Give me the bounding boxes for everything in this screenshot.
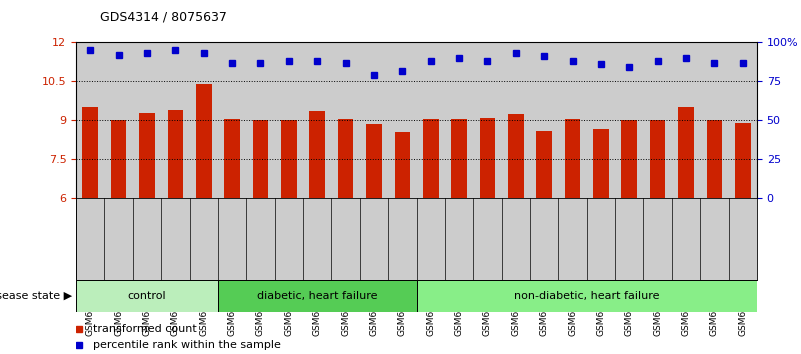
- Bar: [275, 42, 303, 198]
- Bar: [700, 42, 729, 198]
- Bar: [643, 42, 672, 198]
- Bar: [735, 123, 751, 198]
- Bar: [650, 120, 666, 198]
- Bar: [139, 113, 155, 198]
- Text: diabetic, heart failure: diabetic, heart failure: [257, 291, 377, 301]
- Bar: [246, 42, 275, 198]
- Bar: [303, 42, 332, 198]
- Bar: [111, 120, 127, 198]
- Text: non-diabetic, heart failure: non-diabetic, heart failure: [514, 291, 659, 301]
- Bar: [83, 107, 98, 198]
- Bar: [558, 42, 586, 198]
- Text: transformed count: transformed count: [93, 324, 197, 334]
- Bar: [530, 42, 558, 198]
- Bar: [593, 130, 609, 198]
- Bar: [360, 42, 388, 198]
- Bar: [423, 119, 438, 198]
- Bar: [622, 120, 637, 198]
- Bar: [196, 84, 211, 198]
- Bar: [417, 280, 757, 312]
- Bar: [473, 42, 501, 198]
- Bar: [565, 119, 581, 198]
- Bar: [224, 119, 240, 198]
- Text: GDS4314 / 8075637: GDS4314 / 8075637: [100, 11, 227, 24]
- Bar: [729, 42, 757, 198]
- Bar: [338, 119, 353, 198]
- Bar: [480, 118, 495, 198]
- Bar: [451, 119, 467, 198]
- Bar: [252, 120, 268, 198]
- Bar: [501, 42, 530, 198]
- Bar: [366, 124, 382, 198]
- Bar: [388, 42, 417, 198]
- Bar: [218, 280, 417, 312]
- Bar: [161, 42, 190, 198]
- Bar: [615, 42, 643, 198]
- Bar: [167, 110, 183, 198]
- Bar: [586, 42, 615, 198]
- Bar: [672, 42, 700, 198]
- Bar: [417, 42, 445, 198]
- Bar: [678, 107, 694, 198]
- Bar: [445, 42, 473, 198]
- Bar: [133, 42, 161, 198]
- Text: disease state ▶: disease state ▶: [0, 291, 72, 301]
- Bar: [190, 42, 218, 198]
- Bar: [281, 120, 296, 198]
- Text: percentile rank within the sample: percentile rank within the sample: [93, 340, 281, 350]
- Bar: [104, 42, 133, 198]
- Bar: [537, 131, 552, 198]
- Bar: [332, 42, 360, 198]
- Bar: [395, 132, 410, 198]
- Bar: [76, 280, 218, 312]
- Bar: [309, 111, 325, 198]
- Bar: [706, 120, 723, 198]
- Bar: [508, 114, 524, 198]
- Bar: [76, 42, 104, 198]
- Bar: [218, 42, 246, 198]
- Text: control: control: [127, 291, 167, 301]
